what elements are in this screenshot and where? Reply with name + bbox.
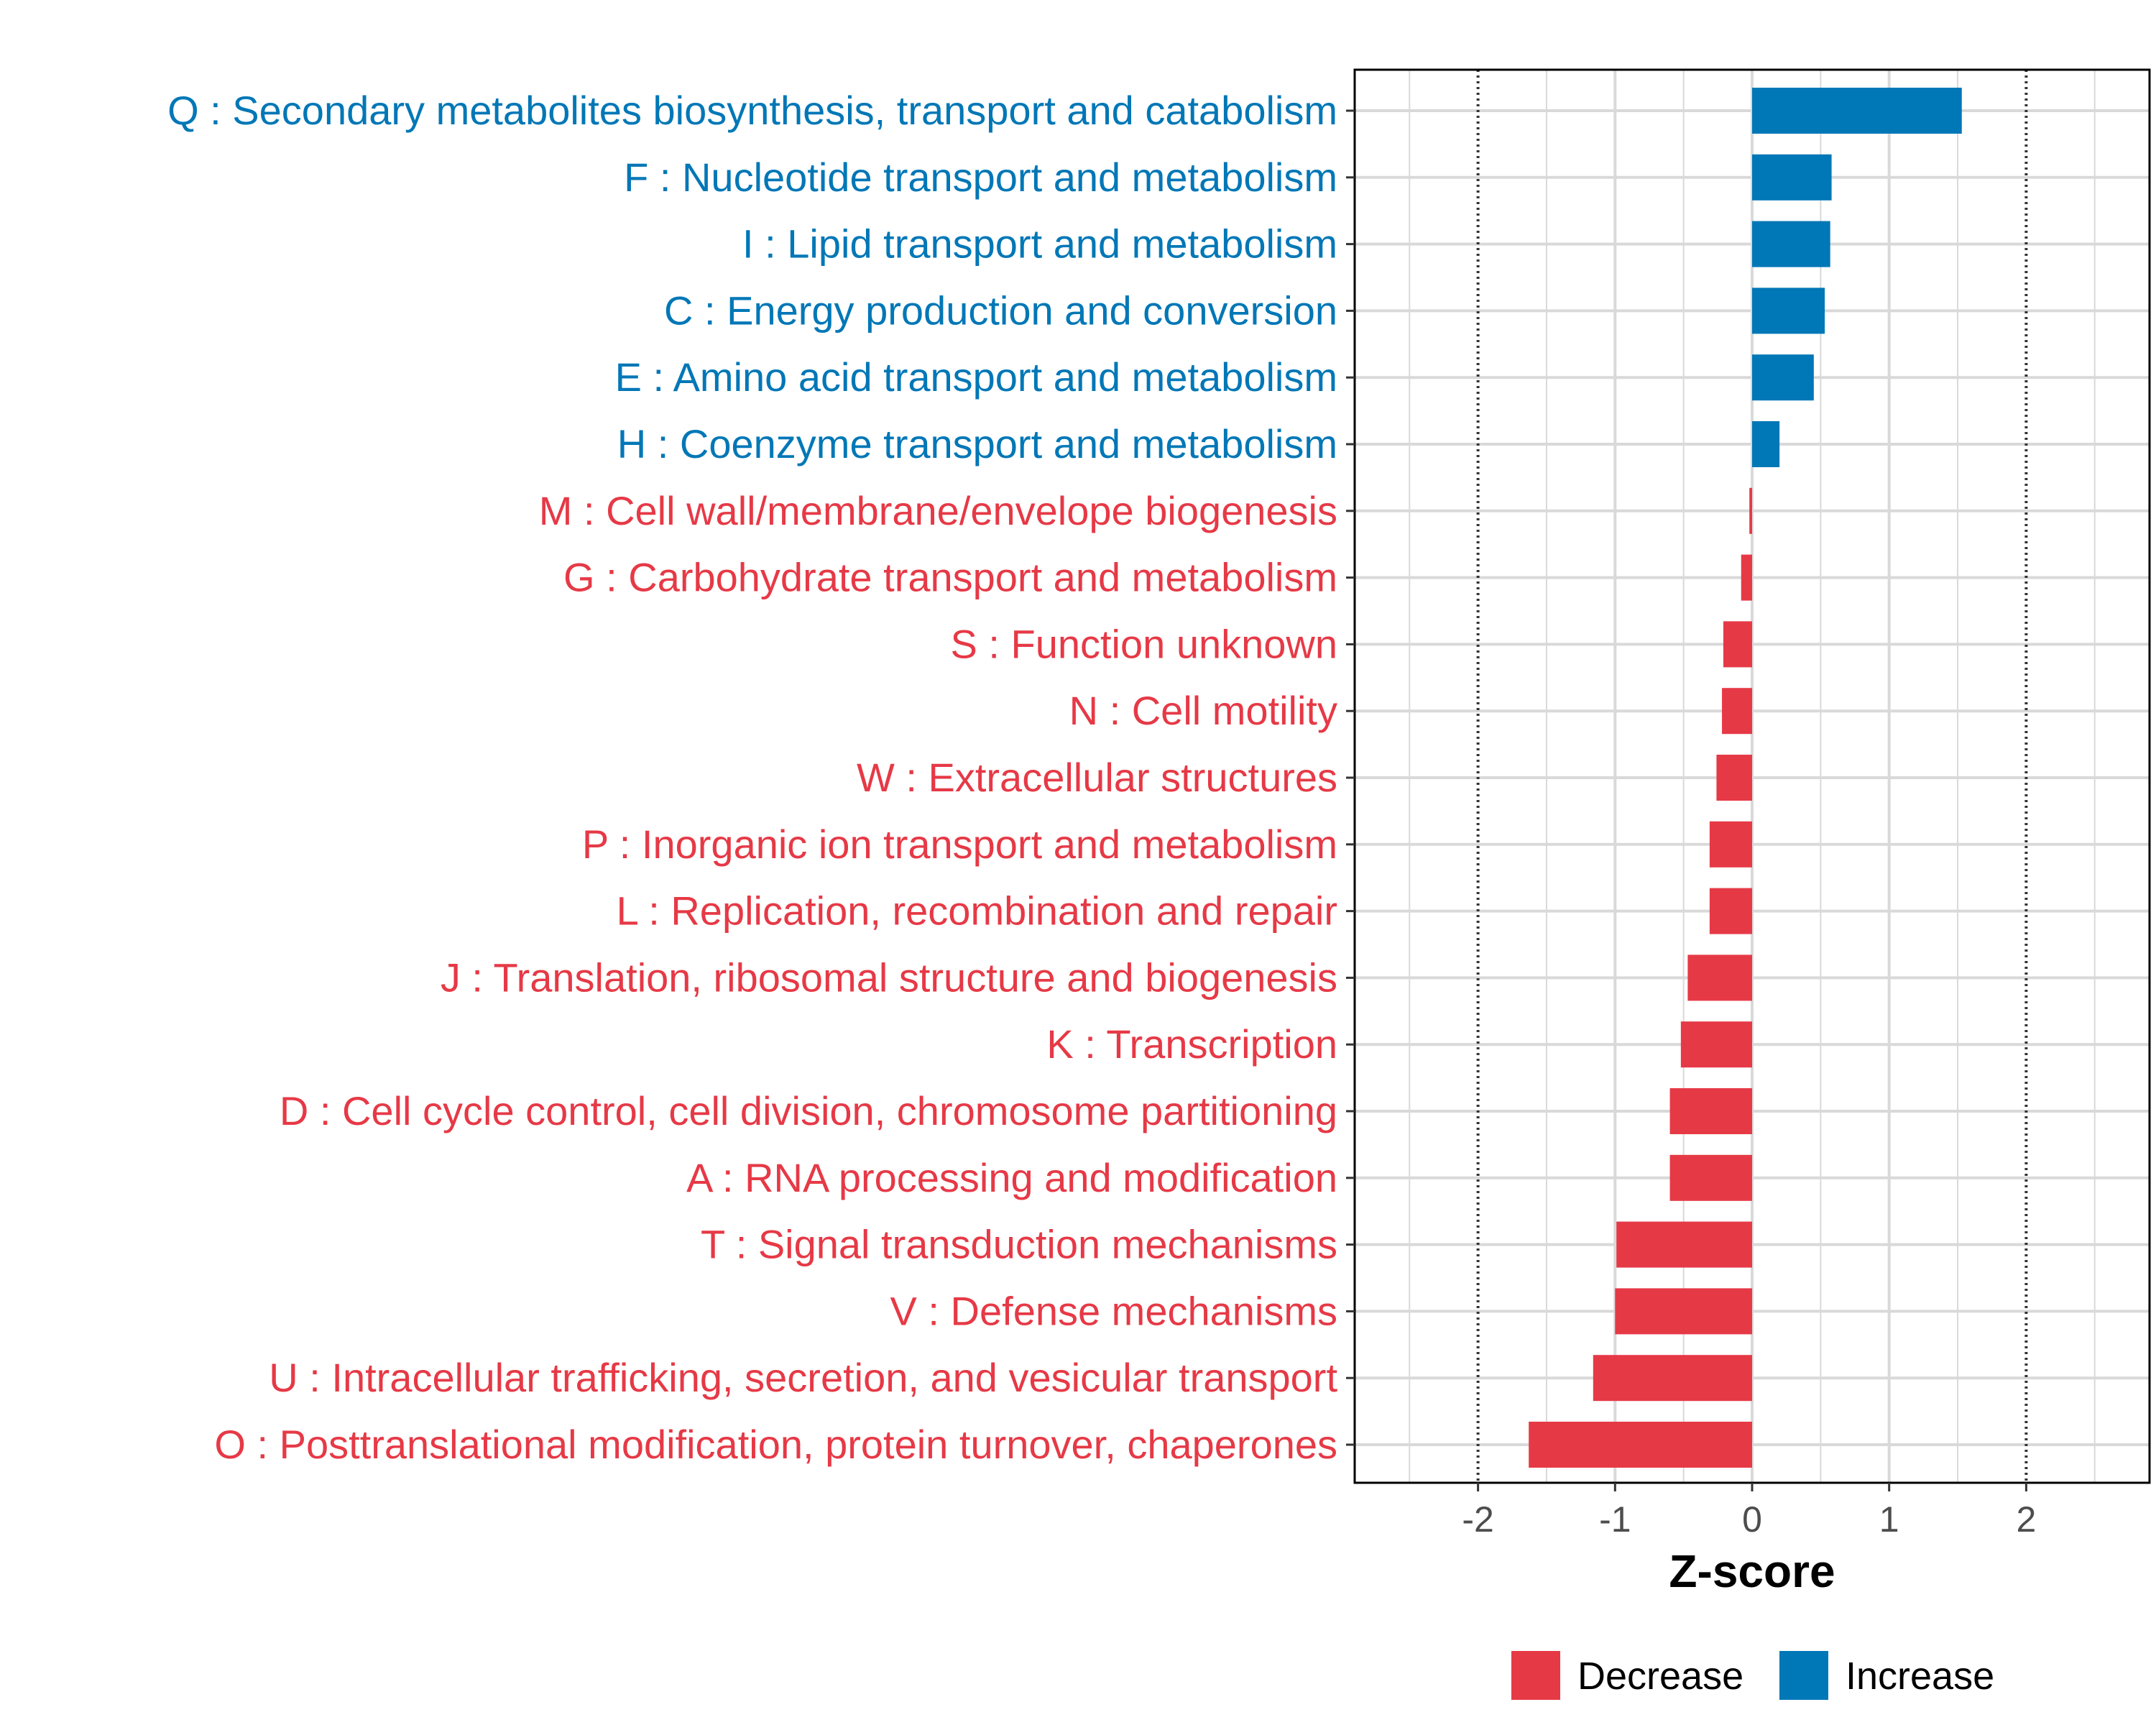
legend-label: Decrease — [1577, 1655, 1743, 1698]
bar — [1752, 154, 1832, 201]
x-axis-title: Z-score — [1669, 1545, 1835, 1597]
legend-swatch — [1779, 1651, 1828, 1700]
category-label: V : Defense mechanisms — [890, 1288, 1337, 1333]
category-label: T : Signal transduction mechanisms — [701, 1222, 1337, 1267]
bar — [1669, 1088, 1752, 1134]
x-tick-label: -1 — [1599, 1499, 1631, 1540]
category-label: P : Inorganic ion transport and metaboli… — [582, 822, 1337, 867]
category-label: G : Carbohydrate transport and metabolis… — [563, 555, 1337, 600]
category-label: S : Function unknown — [950, 621, 1337, 666]
category-label: U : Intracellular trafficking, secretion… — [269, 1355, 1337, 1400]
category-label: A : RNA processing and modification — [686, 1155, 1337, 1200]
bar — [1615, 1288, 1752, 1335]
bar — [1752, 288, 1825, 334]
category-label: M : Cell wall/membrane/envelope biogenes… — [539, 488, 1337, 533]
category-label: C : Energy production and conversion — [664, 288, 1337, 333]
category-label: N : Cell motility — [1069, 688, 1337, 733]
category-label: J : Translation, ribosomal structure and… — [441, 954, 1337, 1000]
category-label: Q : Secondary metabolites biosynthesis, … — [167, 88, 1337, 133]
category-label: H : Coenzyme transport and metabolism — [617, 421, 1337, 466]
legend-label: Increase — [1846, 1655, 1994, 1698]
bar — [1722, 688, 1752, 735]
bar — [1687, 954, 1752, 1001]
x-tick-label: 0 — [1742, 1499, 1762, 1540]
bar — [1752, 88, 1962, 134]
category-label: I : Lipid transport and metabolism — [742, 221, 1337, 267]
bar — [1716, 755, 1752, 801]
category-label: E : Amino acid transport and metabolism — [615, 354, 1337, 400]
bar — [1593, 1355, 1752, 1402]
bar — [1709, 821, 1752, 868]
bar — [1752, 354, 1814, 401]
bars — [1529, 88, 1962, 1468]
bar — [1669, 1154, 1752, 1201]
x-tick-label: 1 — [1879, 1499, 1899, 1540]
legend-swatch — [1511, 1651, 1560, 1700]
category-label: O : Posttranslational modification, prot… — [214, 1422, 1337, 1467]
category-label: W : Extracellular structures — [857, 755, 1337, 800]
category-label: F : Nucleotide transport and metabolism — [624, 155, 1337, 200]
x-axis: -2 -1 0 1 2 — [1462, 1483, 2036, 1540]
category-label: L : Replication, recombination and repai… — [617, 888, 1337, 934]
bar — [1723, 621, 1752, 668]
category-label: K : Transcription — [1046, 1021, 1337, 1067]
y-axis: Q : Secondary metabolites biosynthesis, … — [167, 88, 1355, 1467]
bar — [1616, 1221, 1752, 1268]
bar — [1709, 888, 1752, 934]
category-label: D : Cell cycle control, cell division, c… — [280, 1088, 1337, 1133]
legend: Decrease Increase — [1511, 1651, 1994, 1700]
x-tick-label: -2 — [1462, 1499, 1493, 1540]
bar — [1529, 1422, 1752, 1468]
bar — [1752, 221, 1830, 267]
bar — [1752, 421, 1780, 467]
bar — [1741, 554, 1752, 601]
x-tick-label: 2 — [2016, 1499, 2036, 1540]
bar — [1749, 487, 1752, 534]
bar — [1680, 1021, 1752, 1068]
